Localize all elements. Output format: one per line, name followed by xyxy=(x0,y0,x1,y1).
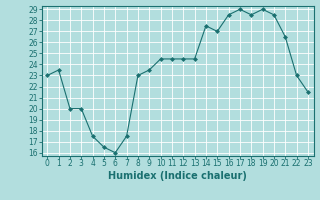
X-axis label: Humidex (Indice chaleur): Humidex (Indice chaleur) xyxy=(108,171,247,181)
